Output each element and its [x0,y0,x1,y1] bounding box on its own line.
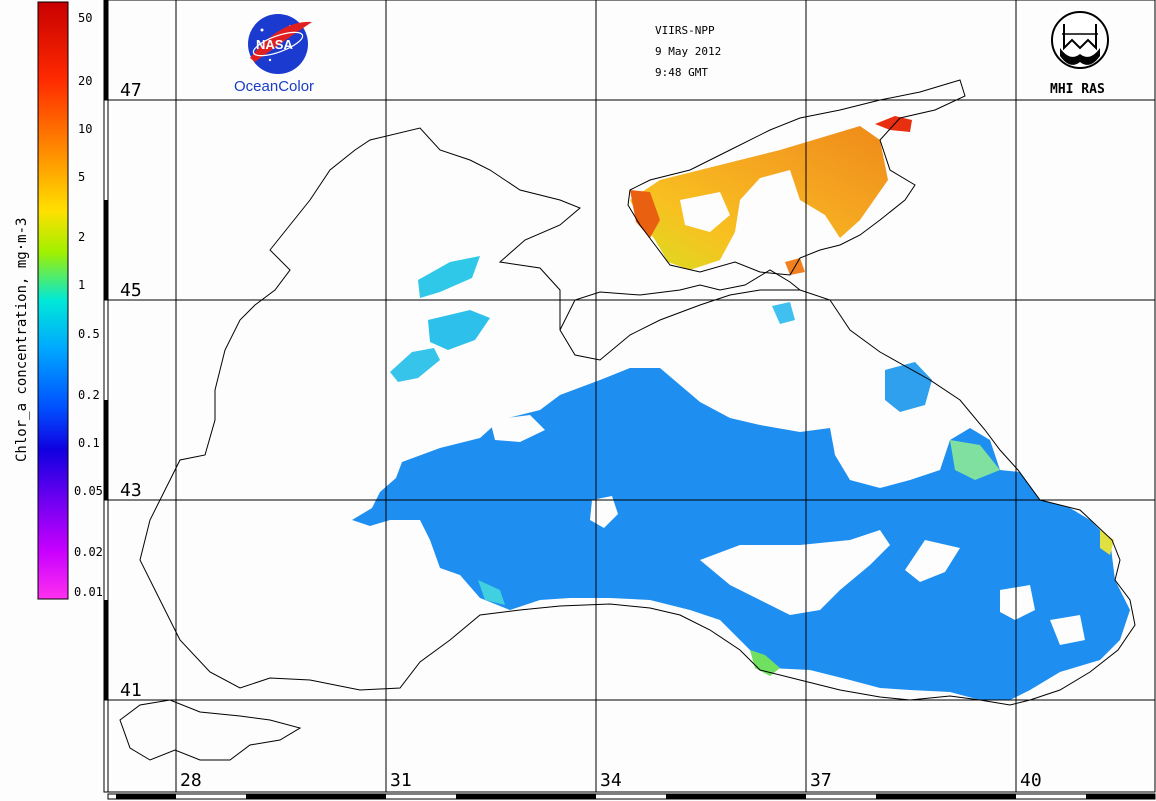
cloud-gap [905,540,960,582]
cloud-gap [700,530,890,615]
marmara-coast [119,699,302,761]
sensor-name: VIIRS-NPP [655,24,715,37]
latitude-labels: 47 45 43 41 [120,80,142,701]
open-sea-chlorophyll [352,368,1130,700]
cloud-gap [1050,615,1085,645]
longitude-label: 37 [810,770,832,791]
azov-red [630,190,660,238]
longitude-labels: 28 31 34 37 40 [180,770,1042,791]
image-header: VIIRS-NPP 9 May 2012 9:48 GMT [655,24,721,79]
open-sea-chlorophyll [885,362,932,412]
chlorophyll-field [352,256,1130,700]
mhi-emblem-icon [1051,11,1109,69]
shelf-patch [772,302,795,324]
longitude-label: 40 [1020,770,1042,791]
colorbar-tick: 0.2 [78,388,100,402]
longitude-label: 28 [180,770,202,791]
coastlines [119,79,1136,761]
latitude-label: 43 [120,480,142,501]
graticule [104,0,1155,792]
azov-high-chl [630,126,888,270]
coastal-bloom [478,580,505,605]
mhi-ras-logo: MHI RAS [1050,11,1109,97]
left-scale-bar [103,0,109,793]
colorbar-tick: 0.5 [78,327,100,341]
longitude-label: 31 [390,770,412,791]
azov-red [875,116,912,132]
acquisition-time: 9:48 GMT [655,66,708,79]
colorbar: 50 20 10 5 2 1 0.5 0.2 0.1 0.05 0.02 0.0… [14,1,103,600]
cloud-gap [1000,585,1035,620]
latitude-label: 47 [120,80,142,101]
azov-sea-chlorophyll [630,116,912,275]
colorbar-tick: 0.02 [74,545,103,559]
colorbar-tick: 10 [78,122,92,136]
bottom-scale-bar [107,793,1156,800]
mhi-ras-wordmark: MHI RAS [1050,82,1105,97]
coastal-bloom [1100,530,1114,555]
colorbar-tick: 2 [78,230,85,244]
black-sea-coast [139,127,1136,706]
cloud-gap [590,496,618,528]
shelf-patch [390,348,440,382]
colorbar-tick: 50 [78,11,92,25]
acquisition-date: 9 May 2012 [655,45,721,58]
colorbar-title: Chlor_a concentration, mg·m-3 [14,218,30,462]
cloud-gap [490,415,545,442]
colorbar-tick: 5 [78,170,85,184]
azov-coast [627,79,966,276]
coastal-bloom [950,440,1000,480]
longitude-label: 34 [600,770,622,791]
cloud-gap [680,192,730,232]
latitude-label: 41 [120,680,142,701]
colorbar-tick: 0.05 [74,484,103,498]
colorbar-tick: 1 [78,278,85,292]
colorbar-tick: 0.1 [78,436,100,450]
shelf-patch [418,256,480,298]
colorbar-tick: 20 [78,74,92,88]
colorbar-tick: 0.01 [74,585,103,599]
nasa-wordmark: NASA [256,37,293,52]
shelf-patch [428,310,490,350]
coastal-bloom [750,650,780,676]
latitude-label: 45 [120,280,142,301]
nasa-logo: NASA OceanColor [234,14,314,95]
crimea-coast [559,269,801,331]
oceancolor-wordmark: OceanColor [234,78,314,95]
colorbar-gradient [37,1,69,600]
